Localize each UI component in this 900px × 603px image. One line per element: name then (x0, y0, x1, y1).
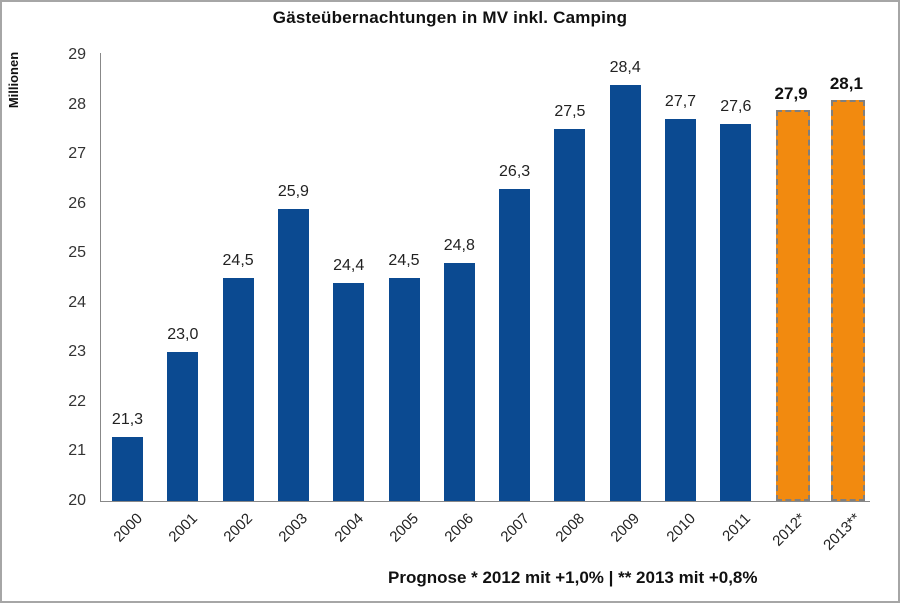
value-label: 26,3 (499, 162, 531, 180)
value-label: 27,7 (664, 93, 697, 111)
value-label: 27,5 (554, 103, 586, 121)
y-tick-label: 23 (68, 343, 86, 361)
bar-2011 (720, 124, 752, 501)
bar-2013 (830, 99, 865, 501)
y-axis-label: Millionen (6, 51, 21, 109)
y-tick-label: 29 (68, 46, 86, 63)
y-tick-label: 27 (68, 145, 86, 163)
value-label: 27,9 (774, 83, 808, 103)
y-tick-label: 21 (68, 442, 86, 460)
bar-2004 (333, 282, 365, 501)
x-axis-line (100, 501, 870, 502)
bar-2008 (554, 129, 586, 501)
y-tick-label: 28 (68, 95, 86, 113)
bar-2000 (112, 436, 143, 501)
value-label: 28,4 (609, 58, 641, 76)
bar-2003 (277, 208, 309, 501)
bar-2012 (775, 109, 810, 501)
forecast-footnote: Prognose * 2012 mit +1,0% | ** 2013 mit … (388, 568, 758, 587)
y-tick-label: 26 (68, 194, 86, 212)
value-label: 24,8 (443, 237, 475, 255)
y-tick-label: 25 (68, 244, 86, 262)
y-tick-label: 20 (68, 492, 86, 509)
bar-2009 (609, 84, 641, 501)
bar-2006 (443, 263, 475, 501)
y-axis-line (100, 53, 101, 501)
value-label: 23,0 (167, 326, 199, 344)
value-label: 24,5 (388, 252, 420, 269)
value-label: 28,1 (829, 73, 863, 93)
chart-title: Gästeübernachtungen in MV inkl. Camping (272, 8, 628, 27)
bar-2010 (665, 119, 696, 501)
value-label: 21,3 (111, 410, 144, 428)
bar-2007 (499, 188, 531, 501)
bar-2001 (167, 352, 199, 501)
bar-2002 (222, 278, 254, 501)
y-tick-label: 24 (68, 293, 86, 311)
bar-2005 (388, 278, 420, 501)
value-label: 25,9 (277, 182, 309, 200)
value-label: 24,4 (333, 256, 365, 274)
y-tick-label: 22 (68, 392, 86, 410)
value-label: 24,5 (222, 252, 254, 269)
value-label: 27,6 (720, 98, 752, 116)
